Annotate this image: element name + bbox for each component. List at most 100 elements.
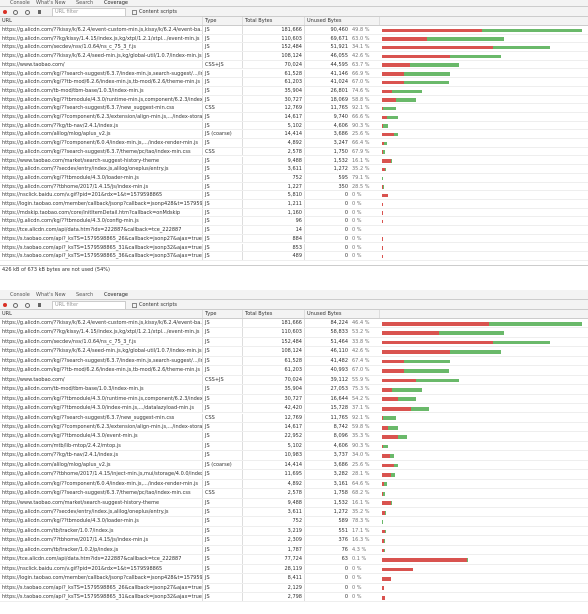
coverage-row[interactable]: https://g.alicdn.com/mtb/lib-mtop/2.4.2/…	[0, 441, 588, 452]
coverage-row[interactable]: https://www.taobao.com/CSS+JS 70,024 39,11…	[0, 375, 588, 386]
tab[interactable]: Search	[76, 292, 94, 298]
coverage-row[interactable]: https://g.alicdn.com/kg/??component/6.2.…	[0, 113, 588, 122]
coverage-row[interactable]: https://g.alicdn.com/tb/tracker/1.0.2/p/…	[0, 545, 588, 556]
record-button[interactable]	[3, 303, 7, 307]
unused-percent: 67.0 %	[352, 79, 370, 86]
coverage-row[interactable]: https://login.taobao.com/member/callback…	[0, 574, 588, 584]
clear-button[interactable]	[25, 10, 30, 15]
type-cell: JS	[203, 52, 243, 60]
coverage-row[interactable]: https://tce.alicdn.com/api/data.htm?ids=…	[0, 226, 588, 235]
coverage-row[interactable]: https://g.alicdn.com/kg/??tbmodule/4.3.0…	[0, 432, 588, 442]
coverage-row[interactable]: https://g.alicdn.com/kg/??search-suggest…	[0, 413, 588, 423]
coverage-row[interactable]: https://s.taobao.com/api?_ksTS=157959886…	[0, 234, 588, 244]
reload-button[interactable]	[13, 10, 18, 15]
coverage-row[interactable]: https://nsclick.baidu.com/v.gif?pid=201&…	[0, 564, 588, 575]
clear-button[interactable]	[25, 303, 30, 308]
coverage-row[interactable]: https://tce.alicdn.com/api/data.htm?ids=…	[0, 555, 588, 565]
column-header[interactable]: URL	[0, 17, 203, 25]
coverage-row[interactable]: https://g.alicdn.com/??tbhome/2017/1.4.1…	[0, 536, 588, 546]
used-bytes-bar	[382, 444, 383, 449]
table-header: URL Type Total Bytes Unused Bytes	[0, 310, 588, 319]
coverage-row[interactable]: https://g.alicdn.com/kg/??tbmodule/4.3.0…	[0, 517, 588, 527]
coverage-row[interactable]: https://g.alicdn.com/kg/??component/6.0.…	[0, 139, 588, 148]
coverage-row[interactable]: https://s.taobao.com/api?_ksTS=157959886…	[0, 243, 588, 253]
coverage-row[interactable]: https://g.alicdn.com/kg/??search-suggest…	[0, 104, 588, 113]
unused-bytes-bar	[404, 80, 450, 85]
url-filter-input[interactable]: URL filter	[52, 301, 126, 310]
coverage-row[interactable]: https://www.taobao.com/market/search-sug…	[0, 498, 588, 508]
coverage-row[interactable]: https://g.alicdn.com/kg/??tb-mod/6.2.6/i…	[0, 366, 588, 376]
total-bytes-cell: 35,904	[243, 385, 305, 394]
coverage-row[interactable]: https://g.alicdn.com/??kissy/k/6.2.4/eve…	[0, 319, 588, 329]
type-cell: CSS	[203, 104, 243, 112]
coverage-row[interactable]: https://g.alicdn.com/kg/??search-suggest…	[0, 147, 588, 157]
total-bytes-cell: 108,124	[243, 347, 305, 356]
url-filter-input[interactable]: URL filter	[52, 8, 126, 17]
coverage-row[interactable]: https://g.alicdn.com/tb/tracker/1.0.7/in…	[0, 526, 588, 537]
unused-bytes-cell: 3,161	[333, 480, 348, 487]
record-button[interactable]	[3, 10, 7, 14]
column-header[interactable]: URL	[0, 310, 203, 318]
coverage-row[interactable]: https://g.alicdn.com/??secdev/entry/inde…	[0, 508, 588, 518]
reload-button[interactable]	[13, 303, 18, 308]
content-scripts-label[interactable]: Content scripts	[139, 302, 178, 308]
coverage-row[interactable]: https://g.alicdn.com/kg/??search-suggest…	[0, 489, 588, 499]
column-header[interactable]: Type	[203, 310, 243, 318]
coverage-row[interactable]: https://g.alicdn.com/kg/??tbmodule/4.3.0…	[0, 173, 588, 183]
column-header[interactable]: Unused Bytes	[305, 310, 380, 318]
coverage-row[interactable]: https://www.taobao.com/CSS+JS 70,024 44,59…	[0, 60, 588, 70]
content-scripts-label[interactable]: Content scripts	[139, 9, 178, 15]
coverage-row[interactable]: https://g.alicdn.com/kg/??tbmodule/4.3.0…	[0, 95, 588, 105]
tab[interactable]: Search	[76, 0, 94, 6]
total-bytes-cell: 70,024	[243, 375, 305, 385]
tab[interactable]: Console	[10, 292, 30, 298]
coverage-row[interactable]: https://g.alicdn.com/tb-mod/tbm-base/1.0…	[0, 86, 588, 96]
coverage-row[interactable]: https://nsclick.baidu.com/v.gif?pid=201&…	[0, 191, 588, 200]
coverage-row[interactable]: https://g.alicdn.com/alilog/mlog/aplus_v…	[0, 460, 588, 471]
url-cell: https://g.alicdn.com/??kg/tb-nav/2.4.1/i…	[0, 121, 203, 130]
coverage-row[interactable]: https://g.alicdn.com/kg/??search-suggest…	[0, 69, 588, 79]
export-button[interactable]	[38, 303, 41, 307]
coverage-row[interactable]: https://g.alicdn.com/alilog/mlog/aplus_v…	[0, 130, 588, 140]
coverage-row[interactable]: https://g.alicdn.com/kg/??tbmodule/4.3.0…	[0, 404, 588, 414]
coverage-row[interactable]: https://s.taobao.com/api?_ksTS=157959886…	[0, 252, 588, 261]
coverage-row[interactable]: https://g.alicdn.com/??kg/kissy/1.4.15/i…	[0, 34, 588, 44]
coverage-row[interactable]: https://s.taobao.com/api?_ksTS=157959886…	[0, 593, 588, 603]
tab[interactable]: What's New	[36, 0, 66, 6]
content-scripts-checkbox[interactable]	[132, 10, 137, 15]
coverage-row[interactable]: https://g.alicdn.com/??tbhome/2017/1.4.1…	[0, 470, 588, 480]
coverage-row[interactable]: https://g.alicdn.com/kg/??tbmodule/4.3.0…	[0, 217, 588, 227]
column-header[interactable]: Unused Bytes	[305, 17, 380, 25]
tab[interactable]: What's New	[36, 292, 66, 298]
coverage-row[interactable]: https://g.alicdn.com/??kissy/k/6.2.4/see…	[0, 52, 588, 61]
column-header[interactable]: Total Bytes	[243, 17, 305, 25]
coverage-row[interactable]: https://g.alicdn.com/secdev/nsv/1.0.64/n…	[0, 337, 588, 348]
coverage-row[interactable]: https://g.alicdn.com/??secdev/entry/inde…	[0, 165, 588, 174]
coverage-row[interactable]: https://g.alicdn.com/??kissy/k/6.2.4/see…	[0, 347, 588, 357]
coverage-row[interactable]: https://g.alicdn.com/tb-mod/tbm-base/1.0…	[0, 385, 588, 395]
export-button[interactable]	[38, 10, 41, 14]
tab[interactable]: Console	[10, 0, 30, 6]
coverage-row[interactable]: https://g.alicdn.com/??tbhome/2017/1.4.1…	[0, 182, 588, 192]
coverage-row[interactable]: https://mdskip.taobao.com/core/initItemD…	[0, 208, 588, 218]
coverage-row[interactable]: https://g.alicdn.com/kg/??search-suggest…	[0, 356, 588, 367]
coverage-row[interactable]: https://g.alicdn.com/??kg/kissy/1.4.15/i…	[0, 328, 588, 338]
coverage-row[interactable]: https://s.taobao.com/api?_ksTS=157959886…	[0, 583, 588, 594]
coverage-row[interactable]: https://g.alicdn.com/kg/??component/6.2.…	[0, 422, 588, 433]
coverage-row[interactable]: https://g.alicdn.com/secdev/nsv/1.0.64/n…	[0, 43, 588, 53]
coverage-row[interactable]: https://g.alicdn.com/kg/??tb-mod/6.2.6/i…	[0, 78, 588, 87]
coverage-row[interactable]: https://g.alicdn.com/kg/??component/6.0.…	[0, 479, 588, 490]
unused-bytes-bar	[383, 141, 388, 146]
unused-bytes-cell: 8,096	[333, 433, 348, 440]
type-cell: JS	[203, 545, 243, 555]
coverage-row[interactable]: https://login.taobao.com/member/callback…	[0, 200, 588, 209]
column-header[interactable]: Total Bytes	[243, 310, 305, 318]
content-scripts-checkbox[interactable]	[132, 303, 137, 308]
coverage-row[interactable]: https://www.taobao.com/market/search-sug…	[0, 156, 588, 166]
coverage-row[interactable]: https://g.alicdn.com/??kissy/k/6.2.4/eve…	[0, 26, 588, 35]
column-header[interactable]: Type	[203, 17, 243, 25]
coverage-row[interactable]: https://g.alicdn.com/??kg/tb-nav/2.4.1/i…	[0, 451, 588, 461]
coverage-row[interactable]: https://g.alicdn.com/??kg/tb-nav/2.4.1/i…	[0, 121, 588, 131]
coverage-row[interactable]: https://g.alicdn.com/kg/??tbmodule/4.3.0…	[0, 394, 588, 405]
type-cell: JS	[203, 394, 243, 404]
